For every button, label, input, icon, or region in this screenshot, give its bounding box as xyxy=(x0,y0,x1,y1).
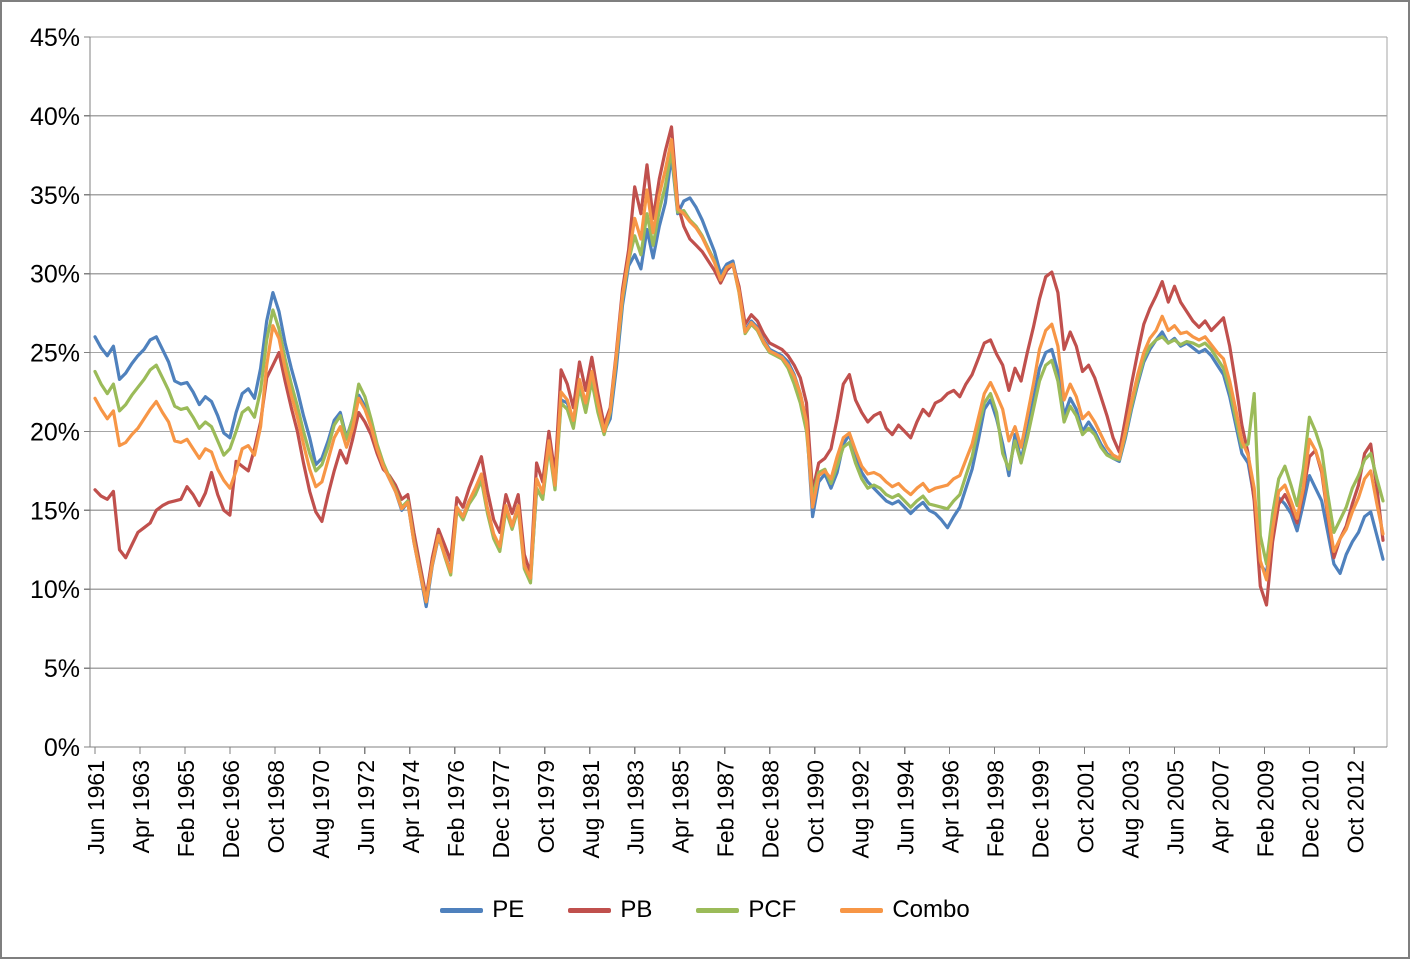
y-tick-label: 10% xyxy=(30,576,80,604)
x-tick-label: Aug 1992 xyxy=(848,760,874,858)
legend-item-pb: PB xyxy=(568,896,652,924)
x-tick-label: Oct 1979 xyxy=(533,760,559,853)
x-tick-label: Feb 1976 xyxy=(443,760,469,857)
x-tick-label: Aug 1970 xyxy=(308,760,334,858)
legend-label: Combo xyxy=(892,896,970,923)
legend-label: PB xyxy=(620,896,653,923)
y-tick-label: 20% xyxy=(30,418,80,446)
x-axis-labels: Jun 1961 Apr 1963 Feb 1965 Dec 1966 Oct 1968… xyxy=(83,760,1368,859)
x-tick-label: Apr 1974 xyxy=(398,760,424,854)
y-tick-label: 30% xyxy=(30,261,80,289)
x-tick-label: Jun 1983 xyxy=(623,760,649,855)
x-tick-label: Oct 1968 xyxy=(263,760,289,853)
x-tick-label: Oct 2001 xyxy=(1073,760,1099,853)
legend-swatch-pb xyxy=(568,907,612,913)
y-tick-label: 5% xyxy=(44,655,80,683)
x-tick-label: Feb 1987 xyxy=(713,760,739,857)
legend-swatch-combo xyxy=(840,907,884,913)
x-tick-label: Aug 1981 xyxy=(578,760,604,858)
x-tick-label: Apr 1985 xyxy=(668,760,694,853)
series-lines xyxy=(93,125,1385,609)
legend-item-pe: PE xyxy=(440,896,524,924)
x-tick-label: Dec 1977 xyxy=(488,760,514,858)
legend-label: PCF xyxy=(748,896,797,923)
gridlines xyxy=(90,36,1387,669)
x-tick-label: Oct 1990 xyxy=(803,760,829,853)
y-tick-label: 45% xyxy=(30,24,80,52)
x-tick-label: Dec 2010 xyxy=(1297,760,1323,858)
x-tick-label: Apr 1963 xyxy=(128,760,154,853)
x-tick-label: Dec 1988 xyxy=(758,760,784,858)
x-tick-label: Jun 1972 xyxy=(353,760,379,855)
chart-legend: PE PB PCF Combo xyxy=(2,896,1408,924)
x-tick-label: Jun 1961 xyxy=(83,760,109,855)
x-tick-label: Feb 2009 xyxy=(1252,760,1278,857)
y-tick-label: 25% xyxy=(30,340,80,368)
x-tick-label: Jun 2005 xyxy=(1162,760,1188,855)
legend-item-combo: Combo xyxy=(840,896,970,924)
x-tick-label: Apr 1996 xyxy=(938,760,964,853)
x-tick-label: Feb 1965 xyxy=(173,760,199,857)
y-tick-label: 0% xyxy=(44,734,80,762)
series-line-combo xyxy=(93,138,1385,604)
x-tick-label: Aug 2003 xyxy=(1117,760,1143,858)
x-tick-label: Dec 1999 xyxy=(1028,760,1054,858)
y-tick-label: 40% xyxy=(30,103,80,131)
x-tick-label: Dec 1966 xyxy=(218,760,244,858)
x-tick-label: Jun 1994 xyxy=(893,760,919,855)
legend-swatch-pcf xyxy=(696,907,740,913)
legend-item-pcf: PCF xyxy=(696,896,796,924)
x-tick-label: Apr 2007 xyxy=(1207,760,1233,853)
x-tick-label: Feb 1998 xyxy=(983,760,1009,857)
legend-swatch-pe xyxy=(440,907,484,913)
y-tick-label: 35% xyxy=(30,182,80,210)
y-axis-labels: 0% 5% 10% 15% 20% 25% 30% 35% 40% 45% xyxy=(30,24,80,762)
y-tick-label: 15% xyxy=(30,497,80,525)
x-tick-label: Oct 2012 xyxy=(1342,760,1368,853)
axes xyxy=(84,36,1388,754)
legend-label: PE xyxy=(492,896,525,923)
